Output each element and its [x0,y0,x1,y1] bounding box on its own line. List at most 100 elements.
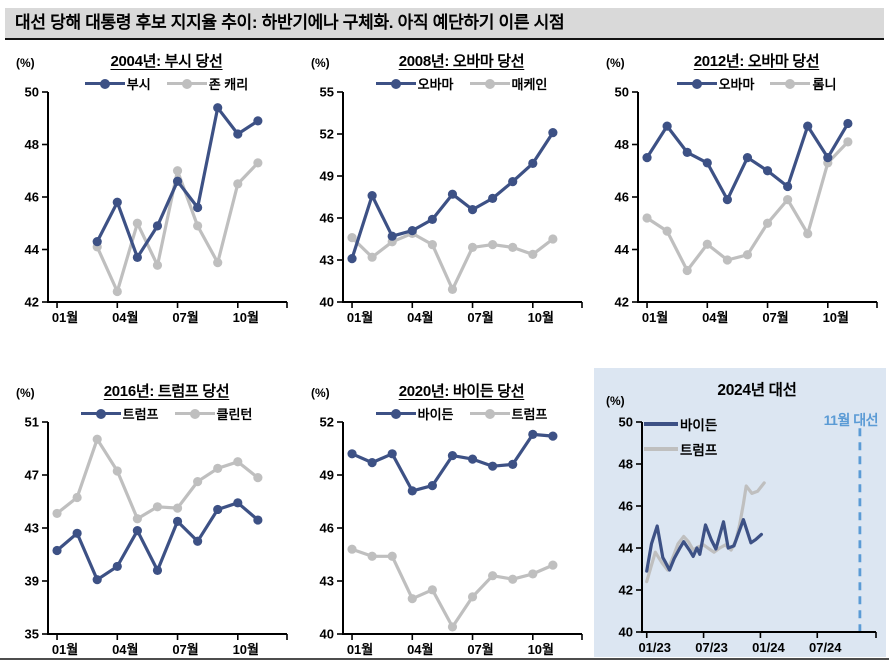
svg-text:43: 43 [320,574,334,589]
svg-text:44: 44 [619,541,634,556]
svg-text:04월: 04월 [702,310,728,325]
y-axis-unit-label: (%) [606,394,625,408]
chart-title: 2024년 대선 [717,382,797,399]
svg-text:04월: 04월 [407,642,433,657]
line-chart-2016: 35 39 43 47 51 01월 04월 07월 10월 [25,415,288,657]
svg-text:01월: 01월 [347,642,373,657]
legend-label: 바이든 [417,407,454,422]
svg-text:01월: 01월 [642,310,668,325]
legend-label: 존 캐리 [208,77,249,92]
svg-text:07/24: 07/24 [809,640,842,655]
y-axis-unit-label: (%) [606,56,625,70]
legend-line-marker-swatch [84,78,125,89]
svg-text:46: 46 [615,190,629,205]
legend-label: 트럼프 [122,407,159,422]
y-axis-unit-label: (%) [16,386,35,400]
legend-label: 부시 [126,77,151,92]
svg-text:55: 55 [320,85,334,100]
svg-text:01월: 01월 [347,310,373,325]
svg-text:01/23: 01/23 [638,640,671,655]
legend-item: 트럼프 [80,404,159,423]
report-title: 대선 당해 대통령 후보 지지율 추이: 하반기에나 구체화. 아직 예단하기 … [15,13,565,32]
chart-panel-2008: (%) 2008년: 오바마 당선 오바마 매케인 40 43 46 49 52 55 01… [297,48,592,338]
svg-text:50: 50 [619,415,633,430]
legend-item: 오바마 [375,74,454,93]
svg-text:46: 46 [25,190,39,205]
svg-text:01월: 01월 [52,642,78,657]
legend-item: 부시 [84,74,151,93]
svg-text:07월: 07월 [467,310,493,325]
legend-label: 매케인 [511,77,548,92]
legend: 바이든 트럼프 [644,414,717,459]
svg-text:35: 35 [25,627,39,642]
legend-line-marker-swatch [469,78,510,89]
svg-text:49: 49 [320,169,334,184]
svg-text:46: 46 [619,499,633,514]
svg-text:40: 40 [320,295,334,310]
line-chart-2024: 40 42 44 46 48 50 01/23 07/23 01/24 07/24 [619,415,877,655]
svg-text:07월: 07월 [762,310,788,325]
chart-panel-2020: (%) 2020년: 바이든 당선 바이든 트럼프 40 43 46 49 52 01월 0… [297,378,592,662]
svg-text:50: 50 [615,85,629,100]
y-axis-unit-label: (%) [311,386,330,400]
svg-text:04월: 04월 [407,310,433,325]
y-axis-unit-label: (%) [16,56,35,70]
legend-line-swatch [644,422,678,426]
page-bottom-divider [0,658,889,660]
svg-text:07/23: 07/23 [695,640,728,655]
chart-title: 2020년: 바이든 당선 [398,383,525,400]
legend-label: 롬니 [812,77,837,92]
legend-item: 매케인 [469,74,548,93]
legend-line-marker-swatch [469,408,510,419]
svg-text:43: 43 [320,253,334,268]
svg-text:10월: 10월 [823,310,849,325]
legend-label: 바이든 [680,418,718,433]
election-date-annotation: 11월 대선 [823,412,879,428]
legend-label: 오바마 [718,77,755,92]
legend-line-marker-swatch [375,78,416,89]
legend-item: 바이든 [644,414,717,434]
line-chart-2020: 40 43 46 49 52 01월 04월 07월 10월 [320,415,583,657]
legend-item: 롬니 [770,74,836,93]
report-title-bar: 대선 당해 대통령 후보 지지율 추이: 하반기에나 구체화. 아직 예단하기 … [5,8,884,40]
svg-text:10월: 10월 [528,310,554,325]
legend-line-marker-swatch [80,408,121,419]
svg-text:44: 44 [25,242,40,257]
svg-text:49: 49 [320,468,334,483]
legend: 오바마 매케인 [337,74,586,93]
legend-line-marker-swatch [676,78,717,89]
legend-item: 바이든 [375,404,454,423]
legend-line-marker-swatch [770,78,811,89]
svg-text:43: 43 [25,521,39,536]
legend-label: 트럼프 [511,407,548,422]
svg-text:51: 51 [25,415,39,430]
svg-text:46: 46 [320,521,334,536]
svg-text:39: 39 [25,574,39,589]
svg-text:48: 48 [619,457,633,472]
legend-item: 존 캐리 [166,74,249,93]
svg-text:07월: 07월 [467,642,493,657]
legend-line-marker-swatch [174,408,215,419]
chart-panel-2016: (%) 2016년: 트럼프 당선 트럼프 클린턴 35 39 43 47 51 01월 0… [2,378,297,662]
legend-item: 트럼프 [469,404,548,423]
svg-text:46: 46 [320,211,334,226]
legend-label: 오바마 [417,77,454,92]
chart-panel-2004: (%) 2004년: 부시 당선 부시 존 캐리 42 44 46 48 50 01월 04… [2,48,297,338]
svg-text:50: 50 [25,85,39,100]
y-axis-unit-label: (%) [311,56,330,70]
legend-line-marker-swatch [166,78,207,89]
legend-label: 클린턴 [216,407,253,422]
svg-text:52: 52 [320,415,334,430]
svg-text:42: 42 [619,583,633,598]
legend: 바이든 트럼프 [337,404,586,423]
svg-text:01/24: 01/24 [752,640,785,655]
svg-text:10월: 10월 [528,642,554,657]
chart-title: 2012년: 오바마 당선 [693,53,820,70]
line-chart-2012: 42 44 46 48 50 01월 04월 07월 10월 [615,85,878,325]
legend: 오바마 롬니 [632,74,881,93]
chart-panel-2012: (%) 2012년: 오바마 당선 오바마 롬니 42 44 46 48 50 01월 04… [592,48,887,338]
line-chart-2004: 42 44 46 48 50 01월 04월 07월 10월 [25,85,288,325]
chart-title: 2004년: 부시 당선 [110,53,223,70]
svg-text:07월: 07월 [172,642,198,657]
